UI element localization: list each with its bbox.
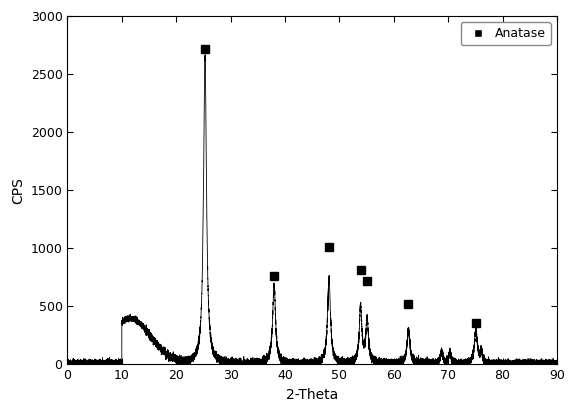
X-axis label: 2-Theta: 2-Theta [286, 388, 338, 402]
Y-axis label: CPS: CPS [11, 177, 25, 204]
Legend: Anatase: Anatase [461, 22, 551, 45]
